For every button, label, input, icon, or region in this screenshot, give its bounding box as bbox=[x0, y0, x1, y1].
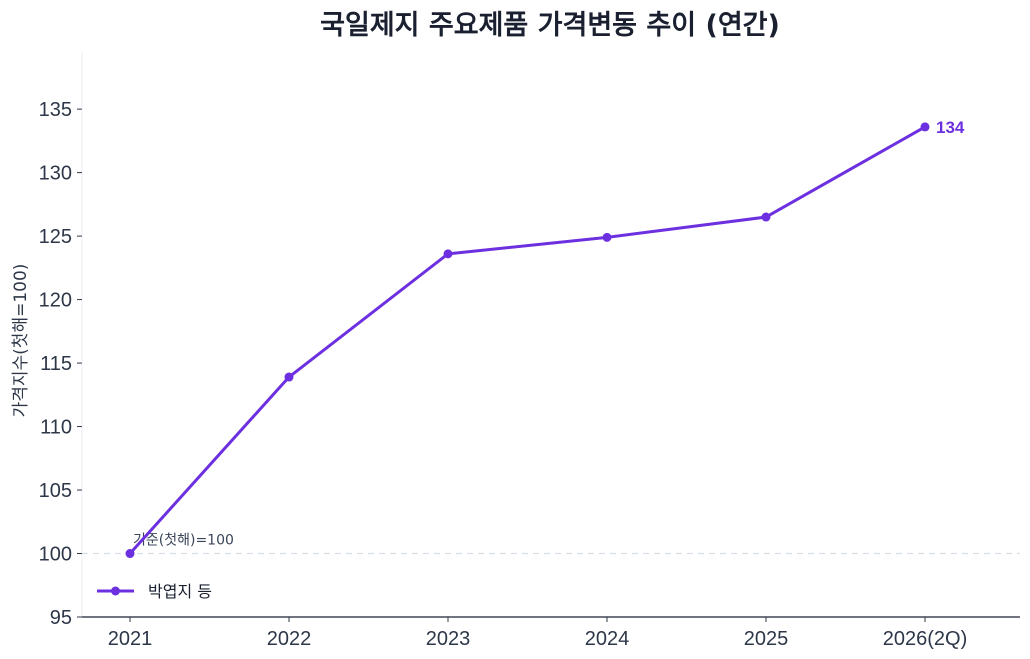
legend-swatch-marker bbox=[111, 586, 120, 596]
end-value-label: 134 bbox=[936, 118, 965, 137]
series-group: 134 bbox=[125, 118, 965, 559]
y-axis-label: 가격지수(첫해=100) bbox=[11, 264, 31, 418]
x-tick-label: 2021 bbox=[108, 628, 153, 650]
y-tick-label: 115 bbox=[40, 353, 72, 375]
x-tick-label: 2024 bbox=[585, 628, 630, 650]
legend: 박엽지 등 bbox=[97, 582, 212, 601]
data-point bbox=[125, 549, 135, 559]
y-tick-label: 130 bbox=[39, 163, 72, 185]
y-tick-label: 95 bbox=[50, 607, 72, 629]
y-tick-label: 100 bbox=[39, 544, 72, 566]
x-tick-label: 2023 bbox=[426, 628, 471, 650]
series-line bbox=[128, 125, 926, 555]
data-point bbox=[284, 372, 294, 382]
data-point bbox=[443, 249, 453, 259]
x-tick-label: 2025 bbox=[744, 628, 789, 650]
data-point bbox=[602, 232, 612, 242]
data-point bbox=[920, 122, 930, 132]
y-tick-label: 135 bbox=[39, 99, 72, 121]
legend-label: 박엽지 등 bbox=[148, 582, 212, 601]
x-tick-label: 2022 bbox=[267, 628, 312, 650]
reference-line-label: 기준(첫해)=100 bbox=[133, 533, 234, 549]
data-point bbox=[761, 212, 771, 222]
y-tick-label: 110 bbox=[40, 417, 72, 439]
axes: 95 100 105 110 115 120 125 130 135 2021 2022 2023 20… bbox=[11, 52, 1020, 650]
reference-line-group: 기준(첫해)=100 bbox=[82, 533, 1020, 555]
y-tick-label: 125 bbox=[39, 226, 72, 248]
y-tick-label: 120 bbox=[39, 290, 72, 312]
chart-title: 국일제지 주요제품 가격변동 추이 (연간) bbox=[320, 10, 780, 41]
x-tick-label: 2026(2Q) bbox=[883, 628, 968, 650]
y-tick-label: 105 bbox=[39, 480, 72, 502]
